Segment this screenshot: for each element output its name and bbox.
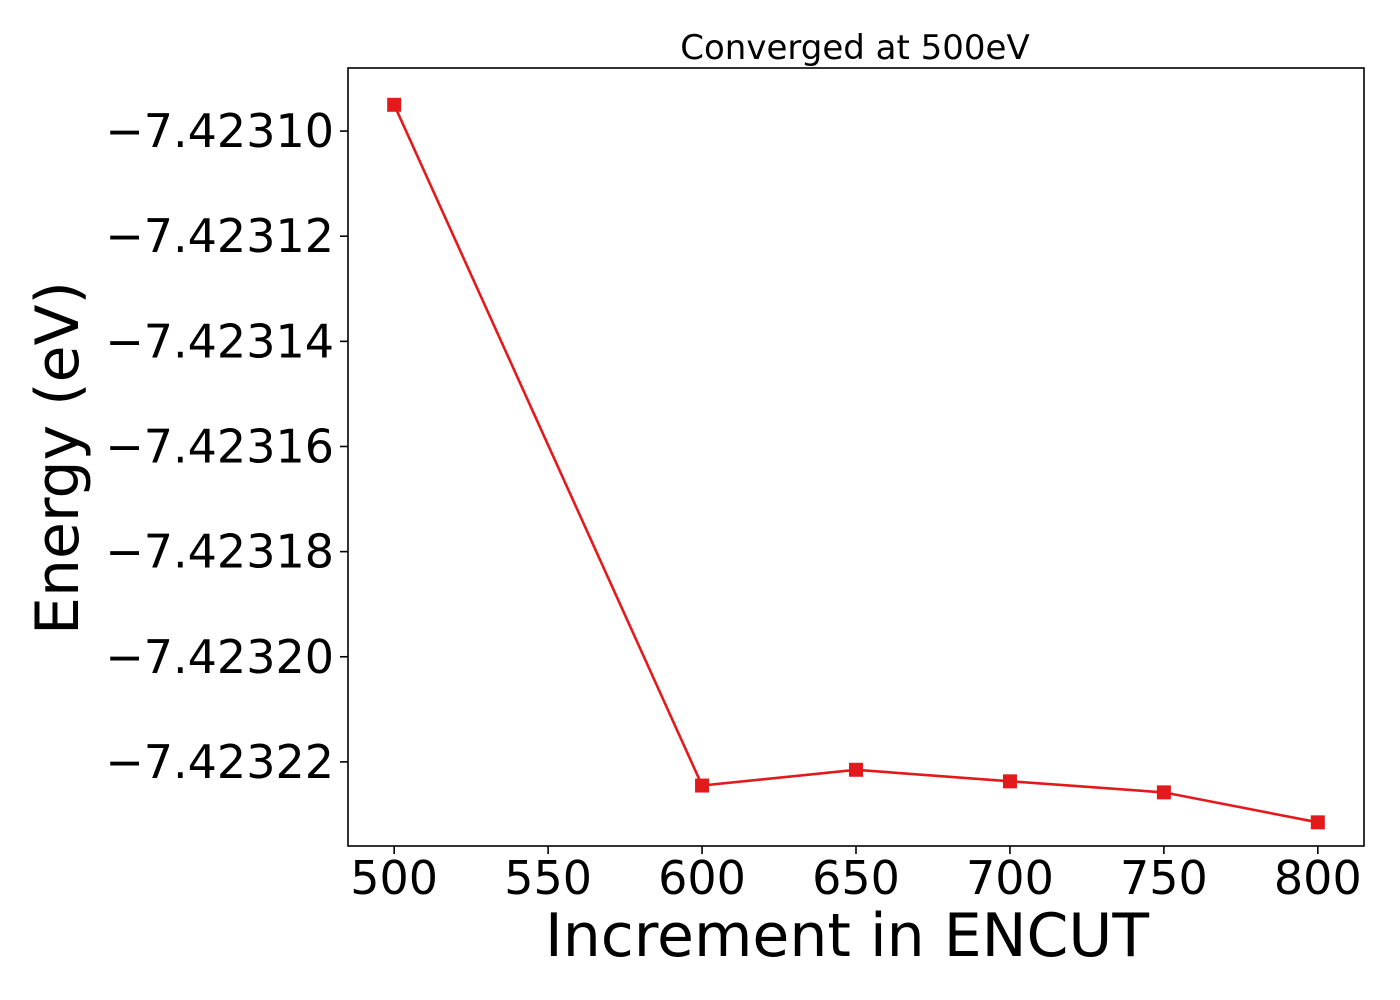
data-point-marker	[387, 97, 402, 112]
x-tick-label: 700	[966, 851, 1054, 905]
x-tick-label: 800	[1274, 851, 1362, 905]
x-axis-label: Increment in ENCUT	[545, 901, 1149, 971]
x-tick-label: 600	[658, 851, 746, 905]
x-tick-label: 750	[1120, 851, 1208, 905]
y-axis-label: Energy (eV)	[23, 281, 93, 635]
data-point-marker	[1002, 774, 1017, 789]
data-point-marker	[1156, 785, 1171, 800]
data-point-marker	[849, 762, 863, 777]
x-tick-label: 650	[812, 851, 900, 905]
y-tick-label: −7.42322	[105, 735, 334, 789]
x-tick-label: 500	[350, 851, 438, 905]
data-point-marker	[1310, 815, 1325, 830]
chart-title: Converged at 500eV	[680, 28, 1029, 68]
plot-frame	[347, 67, 1365, 847]
data-point-marker	[695, 778, 710, 793]
x-tick-label: 550	[504, 851, 592, 905]
y-tick-label: −7.42316	[105, 419, 334, 473]
y-tick-label: −7.42314	[105, 314, 334, 368]
y-tick-label: −7.42318	[105, 525, 334, 579]
y-tick-label: −7.42310	[105, 104, 334, 158]
y-tick-label: −7.42312	[105, 209, 334, 263]
plot-area: 500 550 600 650 700 750 800 −7.42310 −7.42312 −7.…	[105, 67, 1365, 905]
y-tick-label: −7.42320	[105, 630, 334, 684]
series-line	[393, 104, 1319, 824]
